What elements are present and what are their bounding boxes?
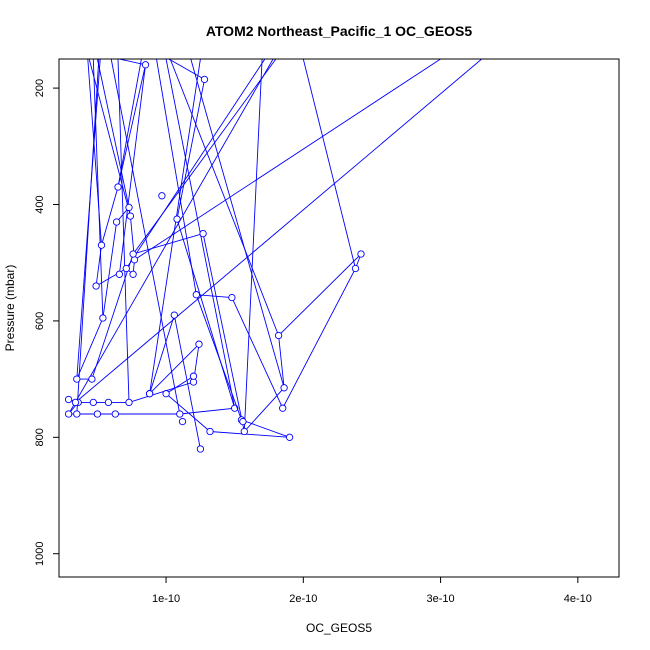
data-point	[89, 398, 97, 407]
plot-frame	[58, 58, 620, 578]
data-point	[93, 410, 102, 418]
data-point	[112, 218, 121, 226]
x-axis-label: OC_GEOS5	[306, 621, 372, 635]
data-point	[192, 291, 200, 299]
series-segment	[243, 59, 263, 432]
series-segment	[125, 59, 266, 269]
y-axis-label: Pressure (mbar)	[3, 265, 17, 352]
series-segment	[190, 59, 285, 388]
data-point	[195, 340, 203, 348]
series-segment	[68, 59, 274, 415]
data-point	[122, 264, 130, 273]
data-point	[173, 215, 181, 223]
series-segment	[96, 59, 130, 208]
y-tick-label: 600	[34, 312, 46, 330]
chart-title: ATOM2 Northeast_Pacific_1 OC_GEOS5	[206, 23, 473, 39]
x-tick-label: 4e-10	[564, 593, 592, 605]
data-point	[280, 384, 288, 392]
data-point	[162, 390, 170, 398]
series-segment	[75, 59, 482, 403]
y-tick-label: 200	[34, 79, 46, 97]
series-segment	[117, 59, 130, 403]
data-point	[64, 410, 73, 418]
data-point	[196, 445, 205, 453]
data-point	[240, 427, 248, 436]
data-marks	[64, 59, 482, 453]
y-tick-label: 800	[34, 428, 46, 446]
series-segment	[302, 59, 356, 269]
data-point	[64, 395, 73, 404]
x-tick-label: 3e-10	[426, 593, 454, 605]
x-tick-label: 2e-10	[289, 593, 317, 605]
data-point	[97, 241, 106, 249]
data-point	[73, 375, 81, 383]
data-point	[88, 375, 96, 383]
series-segment	[76, 59, 101, 380]
y-axis: 200 400 600 800 1000	[34, 79, 59, 566]
data-point	[170, 311, 178, 319]
x-axis: 1e-10 2e-10 3e-10 4e-10	[152, 577, 592, 605]
data-point	[206, 427, 214, 436]
data-point	[178, 417, 187, 426]
data-point	[239, 417, 247, 426]
series-segment	[134, 59, 441, 261]
data-point	[130, 256, 139, 264]
data-point	[92, 282, 100, 290]
series-segment	[88, 59, 131, 217]
data-point	[99, 314, 107, 322]
data-point	[129, 270, 137, 278]
data-point	[176, 410, 184, 418]
data-point	[104, 398, 113, 407]
data-point	[115, 270, 124, 278]
data-point	[141, 61, 150, 69]
data-point	[158, 192, 166, 200]
data-point	[114, 183, 122, 191]
data-point	[126, 212, 135, 220]
data-point	[279, 404, 287, 412]
data-point	[129, 250, 137, 258]
series-segment	[156, 59, 197, 295]
data-point	[228, 293, 236, 302]
data-point	[189, 372, 198, 380]
data-point	[357, 250, 365, 258]
data-point	[145, 390, 154, 398]
series-segment	[92, 59, 104, 319]
y-tick-label: 1000	[34, 541, 46, 565]
series-segment	[119, 59, 146, 66]
data-point	[274, 331, 283, 340]
series-segment	[117, 59, 142, 188]
data-point	[73, 410, 81, 418]
series-1	[73, 59, 441, 441]
data-point	[200, 75, 209, 84]
y-tick-label: 400	[34, 195, 46, 213]
data-point	[351, 264, 360, 273]
data-point	[125, 203, 133, 212]
x-tick-label: 1e-10	[152, 593, 180, 605]
series-segment	[132, 59, 277, 255]
data-point	[125, 398, 133, 407]
series-segment	[168, 59, 205, 80]
data-point	[199, 229, 207, 238]
data-point	[111, 410, 119, 418]
data-point	[71, 398, 80, 407]
data-point	[285, 433, 294, 441]
series-segment	[169, 59, 280, 336]
